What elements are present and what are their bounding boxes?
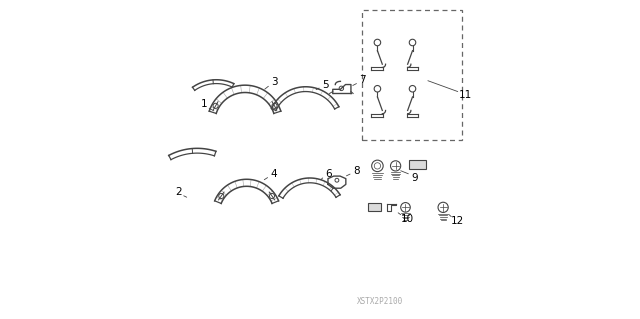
- Bar: [369, 204, 381, 211]
- Text: XSTX2P2100: XSTX2P2100: [356, 297, 403, 306]
- Text: 9: 9: [412, 173, 418, 183]
- Text: 3: 3: [271, 77, 278, 87]
- Text: 8: 8: [353, 166, 360, 176]
- Bar: [362, 10, 462, 140]
- Text: 6: 6: [325, 169, 332, 179]
- Text: 12: 12: [451, 216, 464, 226]
- Text: 10: 10: [401, 214, 413, 224]
- Text: 4: 4: [271, 169, 277, 179]
- Text: 7: 7: [360, 75, 366, 85]
- Bar: [369, 204, 381, 211]
- Text: 2: 2: [175, 187, 182, 197]
- Text: 11: 11: [458, 90, 472, 100]
- Text: 1: 1: [201, 99, 208, 109]
- Bar: [409, 160, 426, 169]
- Text: 5: 5: [323, 79, 329, 90]
- Bar: [409, 160, 426, 169]
